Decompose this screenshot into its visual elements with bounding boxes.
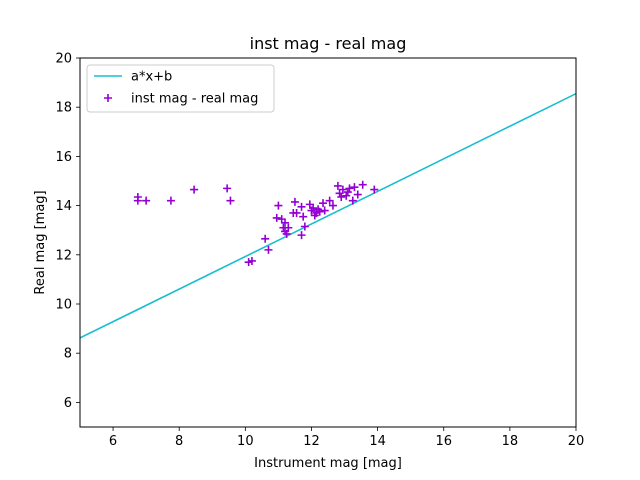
data-point (261, 234, 270, 243)
y-axis-label: Real mag [mag] (33, 190, 48, 294)
x-tick-label: 14 (369, 434, 386, 449)
data-point (133, 196, 142, 205)
data-point (319, 199, 328, 208)
data-point (297, 231, 306, 240)
data-point (325, 196, 334, 205)
data-point (353, 190, 362, 199)
y-tick-label: 18 (55, 101, 72, 116)
data-point (338, 185, 347, 194)
data-point (337, 192, 346, 201)
data-point (342, 191, 351, 200)
y-tick-label: 12 (55, 248, 72, 263)
chart-title: inst mag - real mag (250, 34, 407, 53)
data-point (292, 208, 301, 217)
data-point (290, 197, 299, 206)
data-point (343, 188, 352, 197)
data-point (247, 256, 256, 265)
y-tick-label: 20 (55, 52, 72, 67)
data-point (358, 180, 367, 189)
data-point (309, 204, 318, 213)
legend-box (86, 64, 275, 113)
data-point (264, 245, 273, 254)
x-tick-label: 12 (303, 434, 320, 449)
data-point (223, 184, 232, 193)
data-point (142, 196, 151, 205)
legend-entry-scatter: inst mag - real mag (104, 92, 258, 107)
data-point (348, 196, 357, 205)
data-point (274, 201, 283, 210)
data-point (272, 213, 281, 222)
plot-area (80, 92, 576, 339)
data-point (320, 206, 329, 215)
y-tick-label: 14 (55, 199, 72, 214)
data-point (282, 229, 291, 238)
legend-label: inst mag - real mag (131, 92, 258, 107)
data-point (284, 223, 293, 232)
y-tick-label: 8 (64, 347, 72, 362)
fit-line (80, 92, 576, 339)
legend-entry-fit-line: a*x+b (94, 70, 172, 85)
data-point (297, 202, 306, 211)
data-point (226, 196, 235, 205)
x-tick-label: 16 (435, 434, 452, 449)
legend-label: a*x+b (131, 70, 172, 85)
data-point (315, 207, 324, 216)
data-point (328, 201, 337, 210)
legend-marker-swatch (104, 94, 112, 102)
data-point (345, 184, 354, 193)
y-tick-label: 6 (64, 396, 72, 411)
legend: a*x+b inst mag - real mag (86, 64, 275, 113)
axes-ticks: 6 8 10 12 14 16 18 20 6 8 10 12 14 16 18 20 (55, 52, 584, 450)
data-point (350, 183, 359, 192)
x-axis-label: Instrument mag [mag] (254, 456, 402, 471)
x-tick-label: 18 (502, 434, 519, 449)
x-tick-label: 10 (237, 434, 254, 449)
x-tick-label: 6 (109, 434, 117, 449)
data-point (300, 222, 309, 231)
plot-frame (79, 57, 577, 428)
x-tick-label: 20 (568, 434, 585, 449)
data-point (333, 181, 342, 190)
y-tick-label: 10 (55, 298, 72, 313)
data-point (370, 185, 379, 194)
data-point (299, 212, 308, 221)
x-tick-label: 8 (175, 434, 183, 449)
y-tick-label: 16 (55, 150, 72, 165)
data-point (281, 218, 290, 227)
data-point (190, 185, 199, 194)
data-point (166, 196, 175, 205)
